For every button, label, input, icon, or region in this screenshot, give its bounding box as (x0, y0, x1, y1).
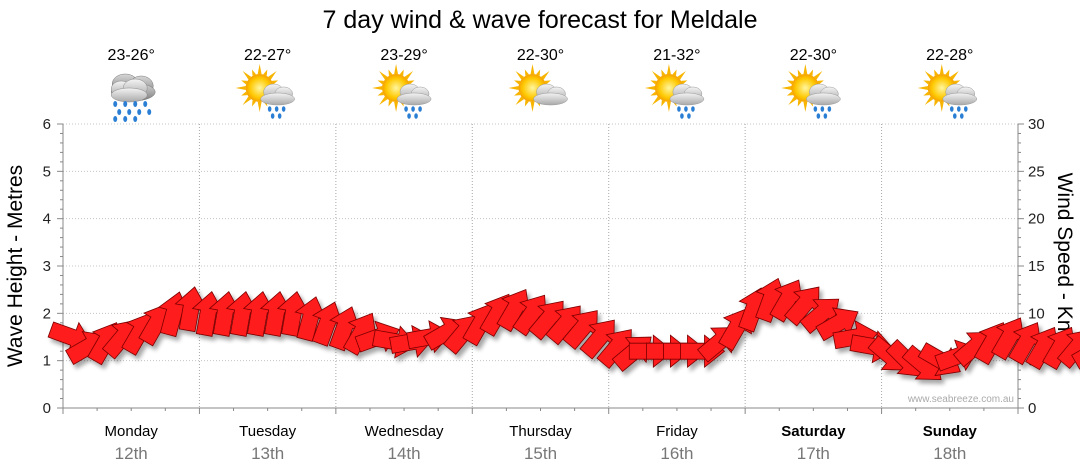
day-temperature-label: 23-26° (108, 47, 155, 64)
right-tick-label: 20 (1028, 211, 1045, 228)
wind-arrow (311, 301, 344, 347)
right-tick-label: 10 (1028, 305, 1045, 322)
day-temperature-label: 21-32° (653, 47, 700, 64)
right-tick-label: 0 (1028, 400, 1036, 417)
right-axis-title: Wind Speed - Knots (1053, 173, 1076, 360)
day-name-label: Monday (105, 423, 159, 440)
day-temperature-label: 22-28° (926, 47, 973, 64)
left-tick-label: 3 (43, 258, 51, 275)
chart-title: 7 day wind & wave forecast for Meldale (323, 6, 758, 34)
sun-cloud-rain-icon (235, 64, 295, 119)
day-temperature-label: 23-29° (380, 47, 427, 64)
wind-arrow (1056, 329, 1080, 370)
left-axis-title: Wave Height - Metres (4, 165, 27, 367)
day-date-label: 18th (933, 444, 966, 463)
day-date-label: 17th (797, 444, 830, 463)
day-date-label: 14th (388, 444, 421, 463)
right-tick-label: 30 (1028, 116, 1045, 133)
day-temperature-label: 22-30° (517, 47, 564, 64)
left-tick-label: 1 (43, 353, 51, 370)
rain-cloud-icon (110, 73, 156, 122)
sun-cloud-rain-icon (372, 64, 432, 119)
sun-cloud-icon (508, 64, 568, 112)
day-date-label: 12th (115, 444, 148, 463)
day-date-label: 16th (660, 444, 693, 463)
left-tick-label: 5 (43, 163, 51, 180)
grid (63, 123, 1018, 408)
wind-arrow (342, 312, 377, 356)
left-tick-label: 0 (43, 400, 51, 417)
day-name-label: Friday (656, 423, 698, 440)
day-temperature-label: 22-27° (244, 47, 291, 64)
day-name-label: Saturday (781, 423, 846, 440)
day-name-label: Sunday (923, 423, 978, 440)
day-name-label: Tuesday (239, 423, 296, 440)
left-tick-label: 2 (43, 305, 51, 322)
left-tick-label: 6 (43, 116, 51, 133)
wind-arrow (174, 286, 208, 333)
right-tick-label: 15 (1028, 258, 1045, 275)
right-tick-label: 25 (1028, 163, 1045, 180)
day-name-label: Thursday (509, 423, 572, 440)
day-temperature-label: 22-30° (790, 47, 837, 64)
sun-cloud-rain-icon (917, 64, 978, 119)
credit-watermark[interactable]: www.seabreeze.com.au (907, 394, 1014, 405)
day-date-label: 13th (251, 444, 284, 463)
day-date-label: 15th (524, 444, 557, 463)
day-name-label: Wednesday (365, 423, 444, 440)
sun-cloud-rain-icon (644, 64, 705, 119)
left-tick-label: 4 (43, 211, 51, 228)
sun-cloud-rain-icon (781, 64, 841, 119)
